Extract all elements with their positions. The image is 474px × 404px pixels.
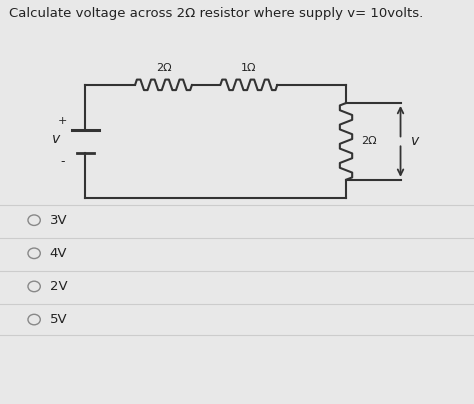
Text: v: v — [52, 133, 60, 146]
Text: +: + — [58, 116, 67, 126]
Text: 2Ω: 2Ω — [156, 63, 171, 73]
Text: 2V: 2V — [50, 280, 67, 293]
Text: 5V: 5V — [50, 313, 67, 326]
Text: 4V: 4V — [50, 247, 67, 260]
Text: v: v — [411, 135, 419, 148]
Text: Calculate voltage across 2Ω resistor where supply v= 10volts.: Calculate voltage across 2Ω resistor whe… — [9, 7, 423, 20]
Text: -: - — [60, 155, 65, 168]
Text: 2Ω: 2Ω — [361, 137, 377, 146]
Text: 1Ω: 1Ω — [241, 63, 256, 73]
Text: 3V: 3V — [50, 214, 67, 227]
